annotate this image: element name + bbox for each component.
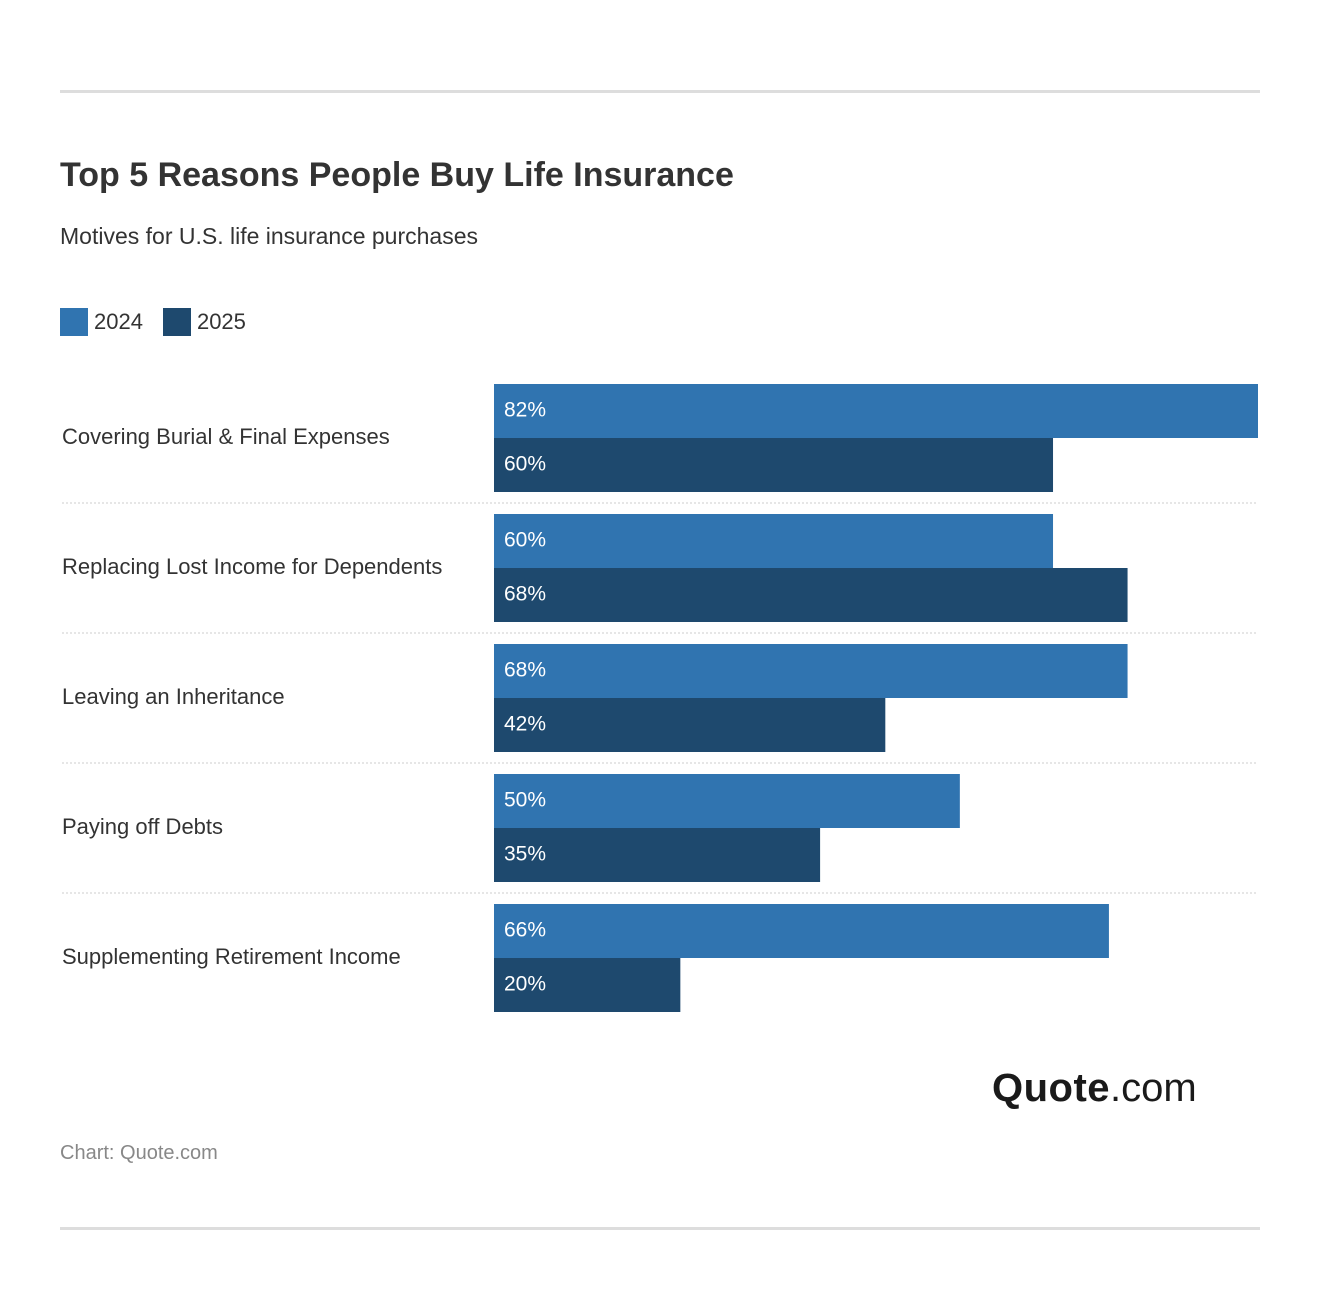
top-rule <box>60 90 1260 93</box>
legend-swatch-2025 <box>162 308 191 336</box>
logo-suffix: .com <box>1110 1066 1197 1110</box>
chart-source: Chart: Quote.com <box>60 1142 218 1164</box>
legend-item-2024: 2024 <box>60 308 143 336</box>
bar-2024-leaving-an-inheritance <box>494 644 1128 698</box>
bar-2024-supplementing-retirement-income <box>494 904 1109 958</box>
bar-label-2025-covering-burial-final-expenses: 60% <box>504 453 546 476</box>
chart-subtitle: Motives for U.S. life insurance purchase… <box>60 223 479 249</box>
quote-logo: Quote.com <box>992 1066 1197 1111</box>
bar-2025-replacing-lost-income-for-dependents <box>494 568 1128 622</box>
legend-label-2025: 2025 <box>196 309 246 334</box>
bar-chart: Covering Burial & Final Expenses 82% 60% Re… <box>62 384 1258 1012</box>
bar-label-2025-paying-off-debts: 35% <box>504 843 546 866</box>
legend-item-2025: 2025 <box>162 308 246 336</box>
bar-label-2024-covering-burial-final-expenses: 82% <box>504 399 546 422</box>
chart-title: Top 5 Reasons People Buy Life Insurance <box>60 156 734 194</box>
legend-label-2024: 2024 <box>94 309 143 334</box>
bar-label-2024-supplementing-retirement-income: 66% <box>504 919 546 942</box>
bar-label-2025-leaving-an-inheritance: 42% <box>504 713 546 736</box>
bar-label-2024-paying-off-debts: 50% <box>504 789 546 812</box>
category-label-replacing-lost-income-for-dependents: Replacing Lost Income for Dependents <box>62 554 442 579</box>
legend-swatch-2024 <box>60 308 88 336</box>
bar-2024-covering-burial-final-expenses <box>494 384 1258 438</box>
bar-label-2025-supplementing-retirement-income: 20% <box>504 973 546 996</box>
bar-2024-paying-off-debts <box>494 774 960 828</box>
category-label-leaving-an-inheritance: Leaving an Inheritance <box>62 684 285 709</box>
legend: 2024 2025 <box>60 308 266 336</box>
bar-label-2024-leaving-an-inheritance: 68% <box>504 659 546 682</box>
category-label-paying-off-debts: Paying off Debts <box>62 814 223 839</box>
bar-label-2025-replacing-lost-income-for-dependents: 68% <box>504 583 546 606</box>
bar-2025-leaving-an-inheritance <box>494 698 886 752</box>
category-label-supplementing-retirement-income: Supplementing Retirement Income <box>62 944 401 969</box>
bar-2025-paying-off-debts <box>494 828 821 882</box>
bar-2025-covering-burial-final-expenses <box>494 438 1054 492</box>
bottom-rule <box>60 1227 1260 1230</box>
bar-label-2024-replacing-lost-income-for-dependents: 60% <box>504 529 546 552</box>
category-label-covering-burial-final-expenses: Covering Burial & Final Expenses <box>62 424 390 449</box>
bar-2024-replacing-lost-income-for-dependents <box>494 514 1054 568</box>
bar-2025-supplementing-retirement-income <box>494 958 681 1012</box>
logo-wordmark: Quote <box>992 1066 1111 1110</box>
